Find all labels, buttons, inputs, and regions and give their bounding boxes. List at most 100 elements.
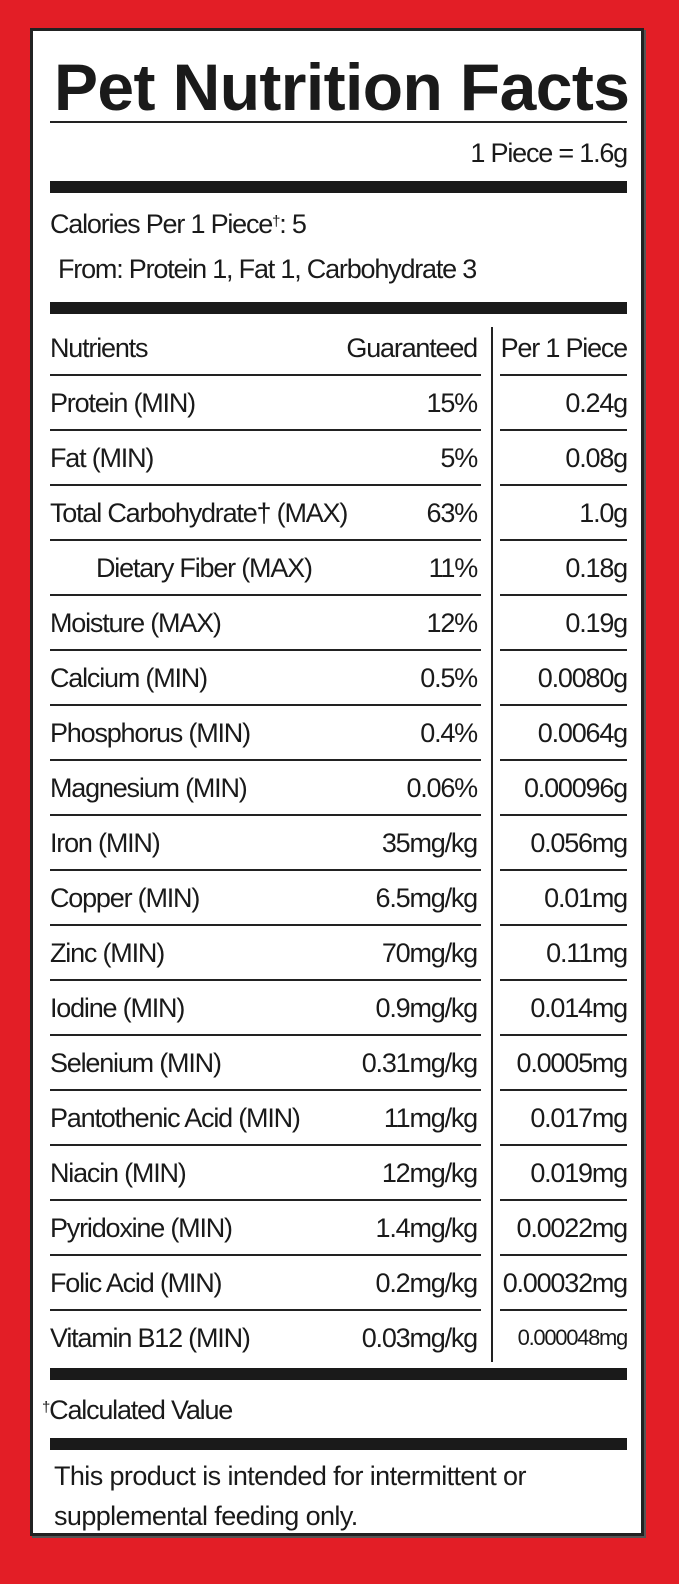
- row-divider: [500, 649, 627, 651]
- table-row: Niacin (MIN) 12mg/kg 0.019mg: [50, 1146, 628, 1201]
- table-row: Fat (MIN) 5% 0.08g: [50, 431, 628, 486]
- row-divider: [500, 1309, 627, 1311]
- nutrient-table: Nutrients Guaranteed Per 1 Piece Protein…: [50, 321, 629, 1366]
- row-divider: [50, 924, 481, 926]
- row-divider: [500, 704, 627, 706]
- nutrient-name: Niacin (MIN): [50, 1158, 187, 1188]
- nutrient-name: Moisture (MAX): [50, 608, 222, 638]
- nutrient-name: Vitamin B12 (MIN): [50, 1323, 251, 1353]
- nutrition-label: Pet Nutrition Facts 1 Piece = 1.6g Calor…: [30, 28, 644, 1536]
- row-divider: [50, 539, 481, 541]
- per-piece-value: 0.0005mg: [516, 1048, 629, 1078]
- footnote-text: Calculated Value: [49, 1395, 233, 1425]
- column-divider: [491, 327, 493, 1362]
- calories-value: : 5: [279, 209, 307, 239]
- nutrient-name: Pantothenic Acid (MIN): [50, 1103, 301, 1133]
- calories-from: From: Protein 1, Fat 1, Carbohydrate 3: [58, 254, 477, 284]
- divider-thick: [50, 1438, 627, 1450]
- row-divider: [50, 1034, 481, 1036]
- dagger-mark: †: [42, 1399, 50, 1416]
- row-divider: [50, 1254, 481, 1256]
- row-divider: [500, 1034, 627, 1036]
- per-piece-value: 0.18g: [565, 553, 628, 583]
- table-row: Pyridoxine (MIN) 1.4mg/kg 0.0022mg: [50, 1201, 629, 1256]
- nutrient-name: Zinc (MIN): [50, 938, 165, 968]
- nutrient-name: Iron (MIN): [50, 828, 161, 858]
- nutrient-name: Dietary Fiber (MAX): [96, 553, 313, 583]
- per-piece-value: 0.24g: [565, 388, 628, 418]
- table-row: Total Carbohydrate† (MAX) 63% 1.0g: [50, 486, 628, 541]
- table-row: Folic Acid (MIN) 0.2mg/kg 0.00032mg: [50, 1256, 628, 1311]
- table-row: Calcium (MIN) 0.5% 0.0080g: [50, 651, 628, 706]
- nutrient-name: Total Carbohydrate† (MAX): [50, 498, 348, 528]
- row-divider: [500, 484, 627, 486]
- row-divider: [50, 759, 481, 761]
- row-divider: [500, 1199, 627, 1201]
- row-divider: [500, 924, 627, 926]
- nutrient-name: Selenium (MIN): [50, 1048, 222, 1078]
- guaranteed-value: 35mg/kg: [381, 828, 478, 858]
- divider-thick: [50, 181, 627, 193]
- dagger-mark: †: [272, 213, 280, 230]
- row-divider: [500, 429, 627, 431]
- guaranteed-value: 6.5mg/kg: [375, 883, 479, 913]
- nutrient-name: Protein (MIN): [50, 388, 196, 418]
- row-divider: [500, 1254, 627, 1256]
- per-piece-value: 0.08g: [565, 443, 628, 473]
- nutrient-name: Folic Acid (MIN): [50, 1268, 223, 1298]
- table-row: Protein (MIN) 15% 0.24g: [50, 376, 628, 431]
- table-row: Iron (MIN) 35mg/kg 0.056mg: [50, 816, 628, 871]
- table-row: Phosphorus (MIN) 0.4% 0.0064g: [50, 706, 628, 761]
- row-divider: [50, 1089, 481, 1091]
- per-piece-value: 0.019mg: [530, 1158, 628, 1188]
- row-divider: [50, 704, 481, 706]
- nutrient-name: Fat (MIN): [50, 443, 154, 473]
- table-row: Copper (MIN) 6.5mg/kg 0.01mg: [50, 871, 628, 926]
- header-per-piece: Per 1 Piece: [500, 333, 629, 363]
- per-piece-value: 0.19g: [565, 608, 628, 638]
- guaranteed-value: 1.4mg/kg: [375, 1213, 479, 1243]
- table-row: Selenium (MIN) 0.31mg/kg 0.0005mg: [50, 1036, 629, 1091]
- row-divider: [50, 429, 481, 431]
- nutrient-name: Magnesium (MIN): [50, 773, 248, 803]
- guaranteed-value: 0.31mg/kg: [361, 1048, 478, 1078]
- serving-size: 1 Piece = 1.6g: [470, 138, 628, 168]
- header-nutrients: Nutrients: [50, 333, 148, 363]
- per-piece-value: 0.000048mg: [517, 1325, 629, 1350]
- per-piece-value: 0.0064g: [537, 718, 628, 748]
- row-divider: [500, 814, 627, 816]
- guaranteed-value: 0.06%: [406, 773, 478, 803]
- row-divider: [500, 1144, 627, 1146]
- header-guaranteed: Guaranteed: [346, 333, 478, 363]
- per-piece-value: 0.017mg: [530, 1103, 628, 1133]
- calories: Calories Per 1 Piece†: 5: [50, 208, 307, 240]
- label-title: Pet Nutrition Facts: [54, 50, 630, 124]
- divider-thick: [50, 302, 627, 314]
- row-divider: [50, 1199, 481, 1201]
- guaranteed-value: 11%: [428, 553, 479, 583]
- row-divider: [50, 1309, 481, 1311]
- table-row: Vitamin B12 (MIN) 0.03mg/kg 0.000048mg: [50, 1311, 629, 1366]
- row-divider: [500, 759, 627, 761]
- guaranteed-value: 5%: [440, 443, 478, 473]
- guaranteed-value: 12%: [426, 608, 479, 638]
- guaranteed-value: 0.5%: [420, 663, 478, 693]
- table-row: Dietary Fiber (MAX) 11% 0.18g: [50, 541, 628, 596]
- row-divider: [50, 484, 481, 486]
- table-row: Iodine (MIN) 0.9mg/kg 0.014mg: [50, 981, 628, 1036]
- guaranteed-value: 12mg/kg: [381, 1158, 478, 1188]
- per-piece-value: 0.0022mg: [516, 1213, 629, 1243]
- guaranteed-value: 70mg/kg: [381, 938, 478, 968]
- guaranteed-value: 15%: [426, 388, 479, 418]
- per-piece-value: 0.00096g: [523, 773, 628, 803]
- per-piece-value: 1.0g: [579, 498, 628, 528]
- per-piece-value: 0.0080g: [537, 663, 628, 693]
- guaranteed-value: 63%: [426, 498, 479, 528]
- guaranteed-value: 0.4%: [420, 718, 478, 748]
- row-divider: [50, 979, 481, 981]
- divider-thick: [50, 1368, 627, 1380]
- nutrient-name: Iodine (MIN): [50, 993, 185, 1023]
- row-divider: [500, 979, 627, 981]
- footnote: †Calculated Value: [42, 1394, 233, 1426]
- per-piece-value: 0.014mg: [530, 993, 628, 1023]
